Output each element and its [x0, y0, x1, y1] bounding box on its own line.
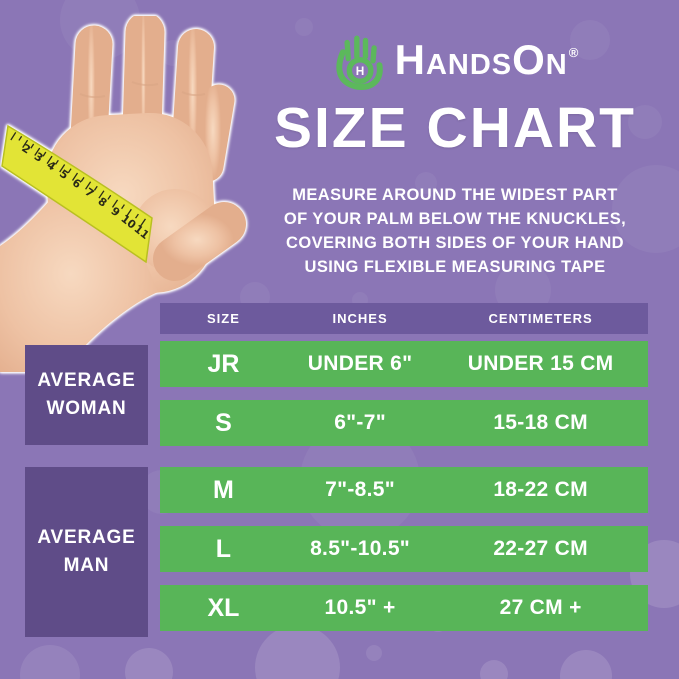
size-table-row: S 6"-7" 15-18 CM: [160, 400, 648, 446]
inches-cell: UNDER 6": [307, 352, 413, 375]
header-inches: INCHES: [332, 311, 388, 326]
label-line: AVERAGE: [37, 527, 136, 548]
man-size-rows: M 7"-8.5" 18-22 CM L 8.5"-10.5" 22-27 CM…: [160, 467, 648, 631]
centimeters-cell: UNDER 15 CM: [467, 352, 614, 375]
centimeters-cell: 22-27 CM: [493, 537, 588, 560]
brand-logo: H HandsOn®: [250, 32, 660, 94]
brand-name: HandsOn®: [395, 39, 579, 84]
registered-mark: ®: [568, 44, 579, 60]
instruction-line: MEASURE AROUND THE WIDEST PART: [292, 186, 618, 204]
size-cell: S: [215, 408, 232, 437]
label-line: WOMAN: [46, 398, 127, 419]
label-line: MAN: [63, 555, 110, 576]
size-cell: M: [213, 475, 234, 504]
table-header-row: SIZE INCHES CENTIMETERS: [160, 303, 648, 334]
size-table-row: XL 10.5" + 27 CM +: [160, 585, 648, 631]
centimeters-cell: 18-22 CM: [493, 478, 588, 501]
woman-size-rows: JR UNDER 6" UNDER 15 CM S 6"-7" 15-18 CM: [160, 341, 648, 446]
size-cell: JR: [207, 349, 240, 378]
size-cell: XL: [207, 593, 240, 622]
instruction-line: OF YOUR PALM BELOW THE KNUCKLES,: [283, 210, 627, 228]
header-centimeters: CENTIMETERS: [488, 311, 593, 326]
header-size: SIZE: [206, 311, 240, 326]
handson-hand-icon: H: [336, 35, 383, 90]
measuring-instructions: MEASURE AROUND THE WIDEST PART OF YOUR P…: [235, 183, 675, 279]
brand-text: HandsOn: [394, 36, 568, 83]
instruction-line: USING FLEXIBLE MEASURING TAPE: [304, 258, 606, 276]
size-table-row: JR UNDER 6" UNDER 15 CM: [160, 341, 648, 387]
average-woman-label: AVERAGE WOMAN: [25, 345, 148, 445]
size-table-row: L 8.5"-10.5" 22-27 CM: [160, 526, 648, 572]
size-table-row: M 7"-8.5" 18-22 CM: [160, 467, 648, 513]
page-title: SIZE CHART: [274, 96, 636, 160]
centimeters-cell: 15-18 CM: [493, 411, 588, 434]
instruction-line: COVERING BOTH SIDES OF YOUR HAND: [286, 234, 624, 252]
centimeters-cell: 27 CM +: [499, 596, 582, 619]
label-line: AVERAGE: [37, 370, 136, 391]
inches-cell: 6"-7": [334, 411, 386, 434]
average-man-label: AVERAGE MAN: [25, 467, 148, 637]
inches-cell: 10.5" +: [324, 596, 396, 619]
thumb: [153, 202, 246, 281]
size-cell: L: [215, 534, 232, 563]
inches-cell: 8.5"-10.5": [310, 537, 411, 560]
svg-text:H: H: [355, 64, 364, 78]
inches-cell: 7"-8.5": [325, 478, 396, 501]
